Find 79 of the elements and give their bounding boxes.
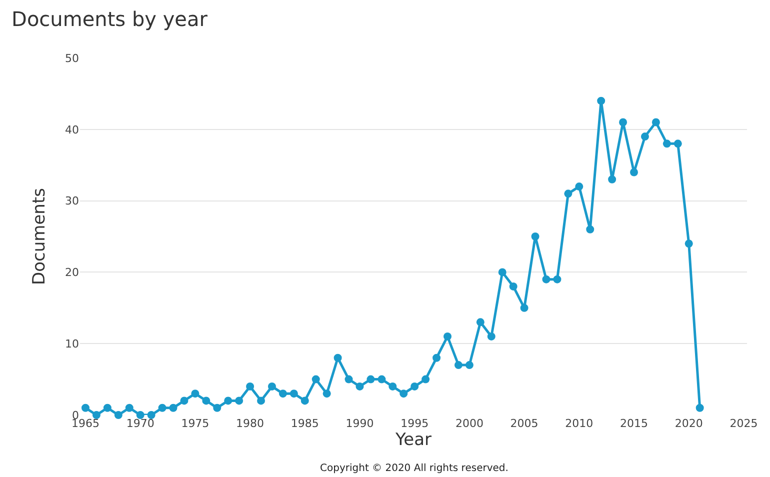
point [553,275,562,284]
point [684,240,693,248]
point [114,411,122,419]
point [202,396,210,405]
point [312,375,320,384]
point [465,361,474,370]
point [246,382,254,390]
point [388,382,397,390]
x-tick-label: 2025 [730,417,758,430]
x-tick-label: 1965 [71,417,100,430]
point [235,396,244,405]
point [531,232,540,240]
point [520,304,528,312]
point [432,354,441,362]
y-tick-label: 30 [65,194,79,208]
point [608,175,616,184]
point [509,282,518,290]
point [498,268,506,276]
point [696,404,704,412]
text: Copyright © 2020 All rights reserved. [320,463,508,474]
point [300,396,309,405]
point [103,404,112,412]
point [147,411,156,419]
x-tick-label: 2015 [620,417,648,430]
point [169,404,178,412]
point [662,140,671,148]
point [344,375,353,384]
y-tick-label: 50 [65,52,79,65]
y-tick-label: 40 [65,123,79,136]
point [378,375,386,384]
point [290,390,298,398]
x-tick-label: 2005 [510,417,538,430]
point [158,404,166,412]
point [136,411,144,419]
point [444,332,452,340]
x-tick-label: 1980 [236,417,264,430]
point [81,404,90,412]
point [640,132,649,141]
x-tick-label: 2020 [674,417,703,430]
point [180,396,188,405]
x-tick-label: 1990 [346,417,374,430]
point [410,382,419,390]
x-axis-title: Year [394,430,432,450]
y-tick-label: 10 [65,337,79,350]
point [476,318,484,326]
point [213,404,222,412]
point [366,375,375,384]
point [422,375,430,384]
point [586,225,594,234]
x-tick-label: 2000 [455,417,484,430]
point [674,140,682,148]
y-tick-label: 20 [65,266,79,280]
x-tick-label: 1985 [290,417,319,430]
point [597,96,606,105]
point [575,182,584,191]
point [268,382,276,390]
point [322,390,331,398]
point [334,354,342,362]
point [257,396,266,405]
point [400,390,408,398]
point [542,275,550,284]
point [191,390,200,398]
point [454,361,462,370]
point [619,118,628,126]
point [278,390,287,398]
x-tick-label: 1995 [400,417,429,430]
x-tick-label: 1970 [126,417,154,430]
point [92,411,100,419]
x-tick-label: 2010 [565,417,594,430]
point [652,118,660,126]
point [630,168,638,176]
x-tick-label: 1975 [181,417,210,430]
point [487,332,496,340]
point [564,190,572,198]
point [125,404,134,412]
point [224,396,232,405]
chart-title: Documents by year [12,6,208,31]
point [356,382,364,390]
y-axis-title: Documents [30,188,50,285]
